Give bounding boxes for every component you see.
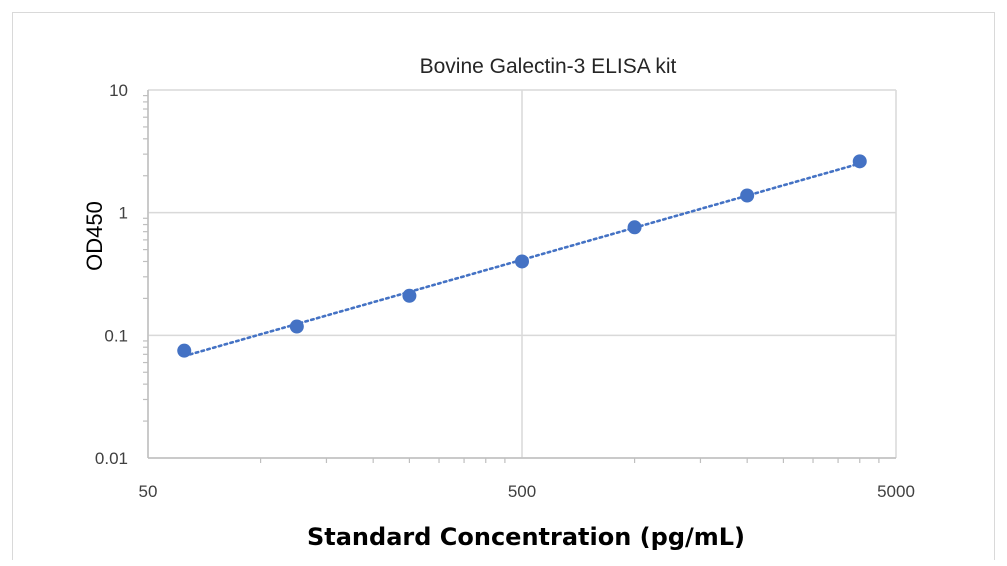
y-tick-label: 0.1: [104, 326, 128, 345]
data-point: [177, 343, 192, 358]
tick-label-layer: 10 1 0.1 0.01 50 500 5000: [95, 81, 915, 501]
y-tick-label: 0.01: [95, 449, 128, 468]
data-point: [402, 288, 417, 303]
chart-title: Bovine Galectin-3 ELISA kit: [420, 55, 677, 78]
grid-layer: [147, 89, 897, 459]
data-point: [852, 154, 867, 169]
data-point: [515, 254, 529, 269]
chart-frame: [12, 12, 995, 560]
y-tick-label: 1: [119, 204, 128, 223]
x-tick-label: 5000: [877, 482, 915, 501]
point-layer: [177, 154, 867, 358]
x-tick-label: 50: [139, 482, 158, 501]
data-point: [627, 220, 642, 235]
x-axis-label: Standard Concentration (pg/mL): [307, 523, 745, 551]
data-point: [740, 188, 755, 203]
y-tick-label: 10: [109, 81, 128, 100]
data-point: [289, 319, 304, 334]
axis-layer: [143, 90, 896, 463]
y-axis-label: OD450: [82, 201, 107, 271]
x-tick-label: 500: [508, 482, 536, 501]
